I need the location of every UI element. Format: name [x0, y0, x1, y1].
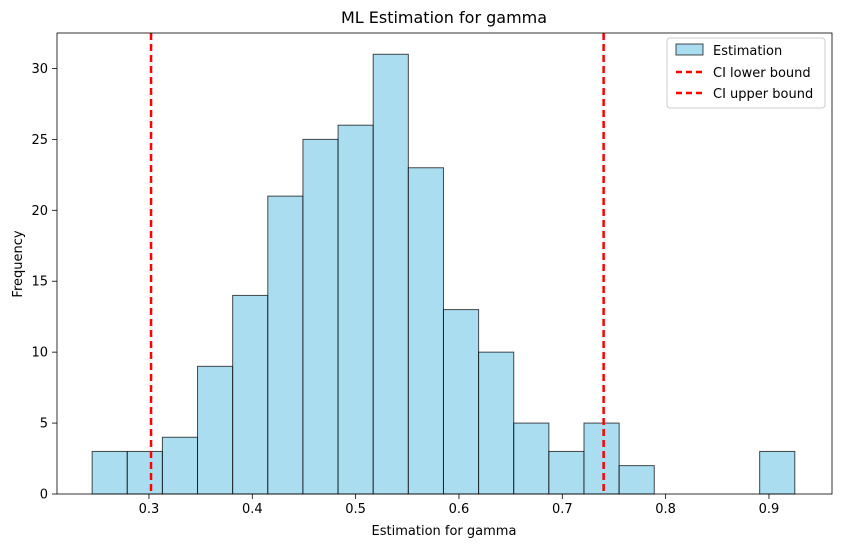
histogram-bar	[91, 450, 128, 495]
y-tick-label: 30	[31, 62, 48, 77]
x-axis-label: Estimation for gamma	[372, 524, 517, 539]
y-tick-label: 10	[31, 346, 48, 361]
legend-box	[666, 37, 826, 109]
legend-swatch-estimation	[675, 43, 704, 56]
x-tick-label: 0.4	[242, 502, 263, 517]
plot-frame	[56, 32, 833, 495]
histogram-bar	[407, 167, 444, 495]
x-tick-label: 0.7	[552, 502, 573, 517]
histogram-bar	[232, 294, 269, 495]
y-tick-label: 15	[31, 275, 48, 290]
histogram-bar	[759, 450, 796, 495]
histogram-bar	[267, 195, 304, 495]
x-tick-label: 0.8	[655, 502, 676, 517]
histogram-bar	[548, 450, 585, 495]
x-axis-ticks: 0.3 0.4 0.5 0.6 0.7 0.8 0.9	[139, 494, 780, 517]
y-tick-label: 20	[31, 204, 48, 219]
y-tick-label: 0	[40, 488, 48, 503]
x-tick-label: 0.5	[345, 502, 366, 517]
y-tick-label: 25	[31, 133, 48, 148]
legend-label-estimation: Estimation	[713, 44, 782, 59]
histogram-bar	[302, 138, 339, 495]
histogram-bar	[372, 53, 409, 495]
chart-title: ML Estimation for gamma	[341, 8, 547, 27]
x-tick-label: 0.3	[139, 502, 160, 517]
bars-group	[91, 53, 796, 495]
histogram-bar	[197, 365, 234, 495]
y-tick-label: 5	[40, 417, 48, 432]
legend-label-ci-upper: CI upper bound	[713, 87, 813, 102]
histogram-bar	[337, 124, 374, 495]
x-tick-label: 0.9	[759, 502, 780, 517]
histogram-bar	[161, 436, 199, 495]
histogram-bar	[583, 422, 620, 495]
histogram-bar	[442, 309, 480, 495]
legend: Estimation CI lower bound CI upper bound	[666, 37, 826, 109]
histogram-bar	[478, 351, 515, 495]
y-axis-label: Frequency	[11, 230, 26, 297]
histogram-bar	[126, 450, 163, 495]
legend-label-ci-lower: CI lower bound	[713, 66, 811, 81]
histogram-bar	[513, 422, 550, 495]
x-tick-label: 0.6	[449, 502, 470, 517]
histogram-bar	[618, 465, 655, 495]
y-axis-ticks: 0 5 10 15 20 25 30	[31, 62, 57, 503]
